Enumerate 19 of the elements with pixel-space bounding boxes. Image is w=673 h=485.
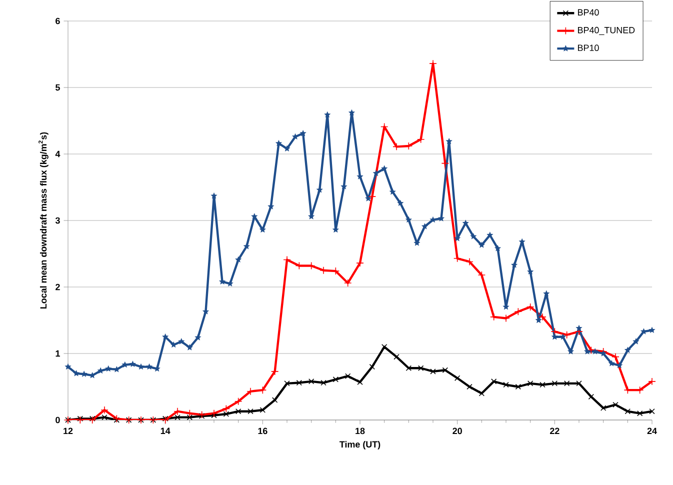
y-tick-label: 5 (56, 84, 60, 91)
y-tick-label: 4 (55, 150, 60, 158)
x-tick-label: 14 (160, 428, 170, 434)
x-axis-title: Time (UT) (340, 440, 380, 450)
y-axis-title: Local mean downdraft mass flux (kg/m$^{2}$s) (38, 132, 48, 309)
legend-label: BP40 (578, 9, 599, 16)
x-tick-label: 16 (258, 428, 268, 434)
x-tick-label: 18 (356, 428, 365, 434)
y-tick-label: 3 (55, 217, 60, 224)
legend-label: BP40_TUNED (578, 26, 635, 35)
x-tick-label: 20 (452, 428, 462, 434)
legend-label: BP10 (578, 44, 599, 52)
x-tick-label: 24 (647, 428, 657, 434)
x-tick-label: 12 (64, 428, 73, 434)
y-tick-label: 6 (56, 18, 60, 24)
y-tick-label: 0 (56, 416, 60, 424)
x-tick-label: 22 (550, 428, 560, 434)
y-tick-label: 1 (56, 350, 60, 357)
y-tick-label: 2 (56, 284, 60, 290)
